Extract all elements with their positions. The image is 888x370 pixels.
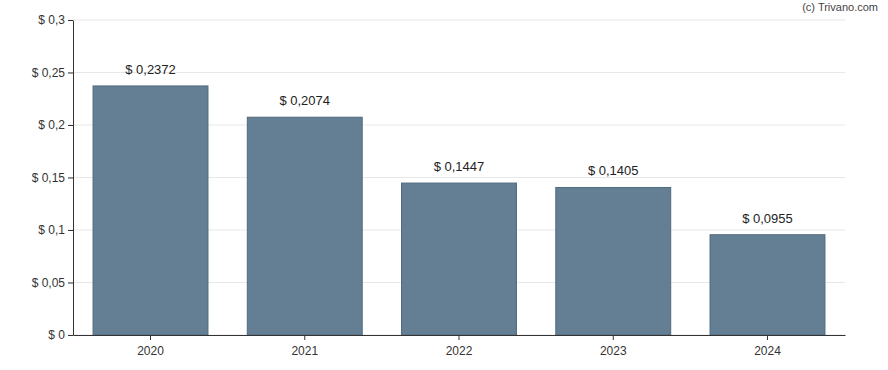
y-tick: $ 0,1	[38, 223, 73, 237]
x-tick: 2021	[291, 335, 318, 358]
plot: $ 0 $ 0,05 $ 0,1 $ 0,15 $ 0,2 $ 0,25 $ 0,3 2020…	[32, 13, 846, 358]
x-tick-label: 2020	[137, 344, 164, 358]
y-axis: $ 0 $ 0,05 $ 0,1 $ 0,15 $ 0,2 $ 0,25 $ 0,3	[32, 13, 74, 342]
chart: $ 0 $ 0,05 $ 0,1 $ 0,15 $ 0,2 $ 0,25 $ 0,3 2020…	[0, 0, 888, 370]
y-tick: $ 0,15	[32, 171, 73, 185]
bar	[402, 183, 517, 335]
y-tick-mark	[68, 230, 73, 231]
y-tick: $ 0,2	[38, 118, 73, 132]
x-tick-mark	[150, 335, 151, 340]
y-tick-label: $ 0	[48, 328, 65, 342]
y-tick-label: $ 0,25	[32, 66, 66, 80]
y-tick-mark	[68, 20, 73, 21]
y-tick-mark	[68, 283, 73, 284]
x-tick: 2023	[600, 335, 627, 358]
y-tick-label: $ 0,1	[38, 223, 65, 237]
y-tick-mark	[68, 73, 73, 74]
y-tick-label: $ 0,05	[32, 276, 66, 290]
data-label: $ 0,1405	[588, 163, 639, 178]
bars	[93, 86, 825, 335]
x-tick-label: 2024	[754, 344, 781, 358]
data-label: $ 0,1447	[434, 159, 485, 174]
x-tick-label: 2022	[446, 344, 473, 358]
x-tick: 2022	[446, 335, 473, 358]
x-axis: 2020 2021 2022 2023 2024	[74, 335, 846, 358]
y-tick-label: $ 0,3	[38, 13, 65, 27]
x-tick: 2024	[754, 335, 781, 358]
data-label: $ 0,2372	[125, 62, 176, 77]
y-tick: $ 0,25	[32, 66, 73, 80]
grid	[68, 20, 845, 335]
bar	[556, 187, 671, 335]
y-tick: $ 0	[48, 328, 73, 342]
y-axis-line	[73, 21, 74, 336]
bar	[93, 86, 208, 335]
x-tick-mark	[304, 335, 305, 340]
data-label: $ 0,2074	[279, 93, 330, 108]
grid-line	[68, 20, 845, 21]
bar	[247, 117, 362, 335]
grid-line	[68, 72, 845, 73]
y-tick-mark	[68, 125, 73, 126]
x-tick-mark	[613, 335, 614, 340]
x-tick-label: 2021	[291, 344, 318, 358]
y-tick-label: $ 0,2	[38, 118, 65, 132]
x-tick-mark	[767, 335, 768, 340]
y-tick: $ 0,3	[38, 13, 73, 27]
annotation: (c) Trivano.com	[802, 1, 878, 13]
x-tick-label: 2023	[600, 344, 627, 358]
y-tick: $ 0,05	[32, 276, 73, 290]
data-labels: $ 0,2372 $ 0,2074 $ 0,1447 $ 0,1405 $ 0,0955	[125, 62, 793, 226]
y-tick-label: $ 0,15	[32, 171, 66, 185]
x-tick-mark	[459, 335, 460, 340]
x-tick: 2020	[137, 335, 164, 358]
y-tick-mark	[68, 178, 73, 179]
data-label: $ 0,0955	[742, 211, 793, 226]
y-tick-mark	[68, 335, 73, 336]
bar	[710, 235, 825, 335]
